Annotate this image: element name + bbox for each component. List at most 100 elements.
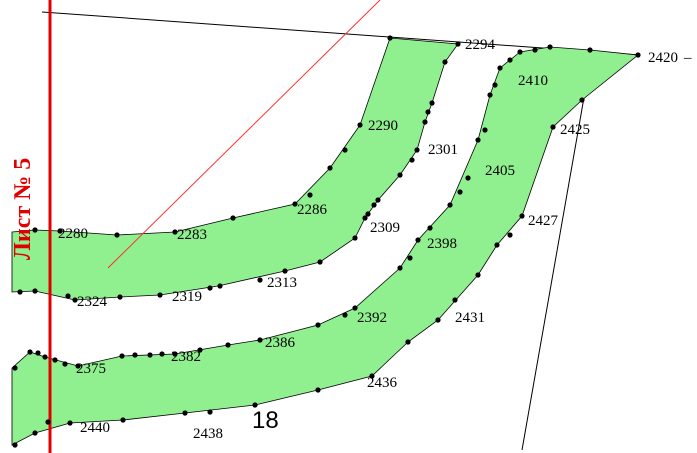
vertex-point <box>32 430 38 436</box>
vertex-point <box>52 357 58 363</box>
label-2324: 2324 <box>77 294 108 310</box>
vertex-point <box>375 197 381 203</box>
vertex-point <box>517 49 523 55</box>
vertex-point <box>217 283 223 289</box>
vertex-point <box>67 420 73 426</box>
vertex-point <box>132 352 138 358</box>
vertex-point <box>225 342 231 348</box>
label-2382: 2382 <box>171 349 201 365</box>
vertex-point <box>57 228 63 234</box>
vertex-point <box>327 165 333 171</box>
vertex-point <box>207 409 213 415</box>
vertex-point <box>342 147 348 153</box>
vertex-point <box>282 268 288 274</box>
vertex-point <box>42 354 48 360</box>
vertex-point <box>579 97 585 103</box>
vertex-point <box>369 373 375 379</box>
vertex-point <box>257 337 263 343</box>
vertex-point <box>114 232 120 238</box>
vertex-point <box>475 272 481 278</box>
vertex-point <box>365 211 371 217</box>
vertex-point <box>457 189 463 195</box>
vertex-point <box>507 57 513 63</box>
parcel-lower-strip <box>11 46 640 446</box>
label-2301: 2301 <box>428 142 458 158</box>
vertex-point <box>452 297 458 303</box>
vertex-point <box>435 317 441 323</box>
vertex-point <box>635 52 641 58</box>
label-2313: 2313 <box>267 275 297 291</box>
vertex-point <box>494 242 500 248</box>
label-2309: 2309 <box>370 220 400 236</box>
label-2425: 2425 <box>560 122 590 138</box>
vertex-point <box>147 352 153 358</box>
vertex-point <box>172 229 178 235</box>
vertex-point <box>45 419 51 425</box>
vertex-point <box>119 353 125 359</box>
thin-red-line <box>107 0 381 269</box>
vertex-point <box>252 402 258 408</box>
vertex-point <box>429 100 435 106</box>
vertex-point <box>409 157 415 163</box>
vertex-point <box>532 47 538 53</box>
vertex-point <box>547 44 553 50</box>
parcel-upper-strip <box>11 37 459 301</box>
vertex-point <box>230 215 236 221</box>
vertex-point <box>587 47 593 53</box>
vertex-point <box>257 277 263 283</box>
vertex-point <box>425 109 431 115</box>
vertex-point <box>492 82 498 88</box>
vertex-point <box>482 127 488 133</box>
vertex-point <box>352 305 358 311</box>
vertex-point <box>159 351 165 357</box>
label-2440: 2440 <box>80 420 110 436</box>
boundary-lines <box>41 11 641 451</box>
vertex-point <box>507 232 513 238</box>
top-boundary-line <box>41 11 641 56</box>
vertex-point <box>487 92 493 98</box>
vertex-point <box>497 65 503 71</box>
label-2294: 2294 <box>465 37 496 53</box>
vertex-point <box>172 351 178 357</box>
vertex-point <box>357 122 363 128</box>
label-2427: 2427 <box>528 213 559 229</box>
vertex-point <box>342 312 348 318</box>
vertex-point <box>362 215 368 221</box>
vertex-point <box>35 350 41 356</box>
vertex-point <box>387 35 393 41</box>
vertex-point <box>407 255 413 261</box>
vertex-point <box>17 289 23 295</box>
vertex-point <box>519 213 525 219</box>
vertex-point <box>475 137 481 143</box>
vertex-point <box>65 293 71 299</box>
label-2392: 2392 <box>357 310 387 326</box>
vertex-point <box>414 147 420 153</box>
label-2319: 2319 <box>172 289 202 305</box>
label-2386: 2386 <box>265 335 296 351</box>
label-2398: 2398 <box>427 236 457 252</box>
sheet-label: Лист № 5 <box>10 158 36 260</box>
vertex-points <box>12 35 641 448</box>
vertex-point <box>117 294 123 300</box>
label-2410: 2410 <box>518 73 548 89</box>
vertex-point <box>207 285 213 291</box>
vertex-point <box>442 59 448 65</box>
label-2375: 2375 <box>76 361 106 377</box>
vertex-point <box>75 363 81 369</box>
vertex-point <box>422 119 428 125</box>
label-2283: 2283 <box>177 227 207 243</box>
vertex-point <box>447 202 453 208</box>
vertex-point <box>62 361 68 367</box>
vertex-point <box>317 259 323 265</box>
vertex-point <box>120 417 126 423</box>
vertex-point <box>157 292 163 298</box>
vertex-point <box>315 322 321 328</box>
label-2405: 2405 <box>485 163 515 179</box>
label-2431: 2431 <box>455 310 485 326</box>
vertex-point <box>415 237 421 243</box>
right-diagonal-line <box>521 51 593 451</box>
label-2420-dash: – <box>683 50 692 66</box>
vertex-point <box>32 227 38 233</box>
vertex-point <box>315 387 321 393</box>
